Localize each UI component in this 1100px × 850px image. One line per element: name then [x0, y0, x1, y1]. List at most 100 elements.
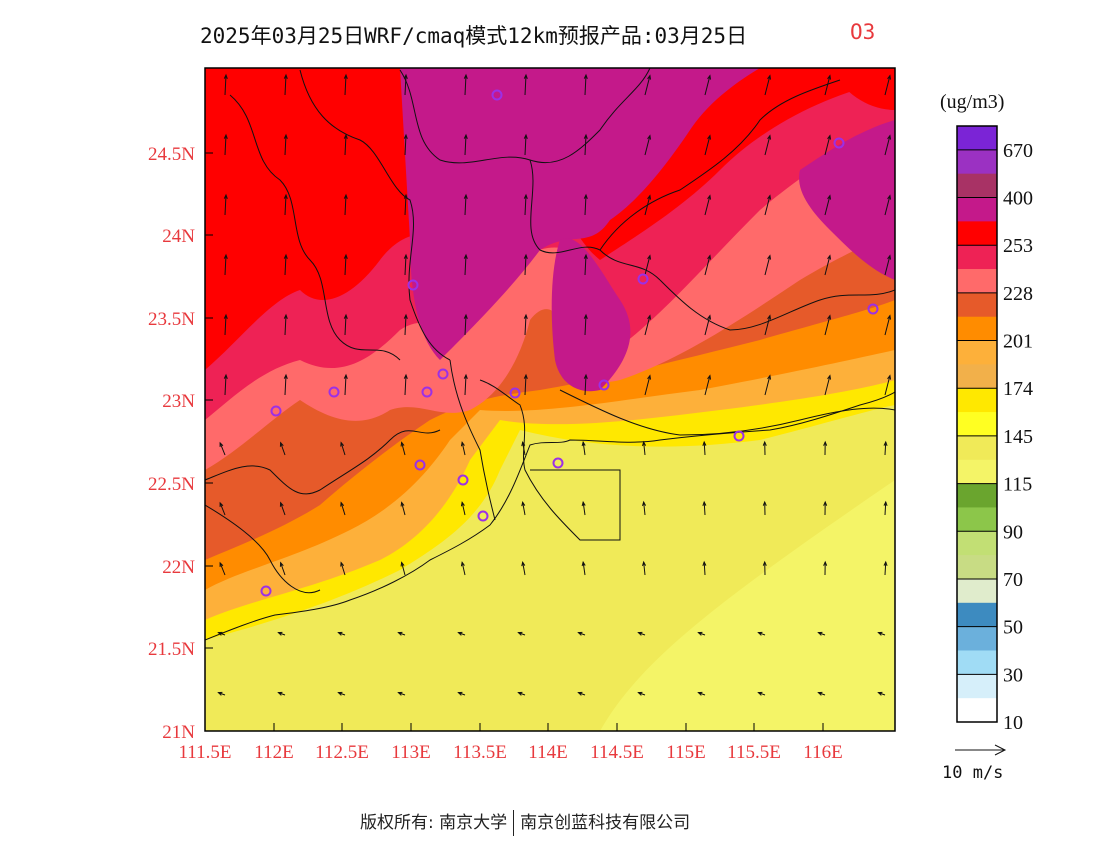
colorbar-label: 115 — [1003, 474, 1032, 496]
wind-arrow — [524, 255, 527, 276]
wind-arrowhead — [219, 501, 224, 507]
wind-arrow — [284, 195, 287, 216]
wind-arrowhead — [403, 73, 408, 79]
wind-arrowhead — [283, 73, 288, 79]
wind-arrowhead — [581, 500, 586, 507]
wind-arrowhead — [583, 313, 588, 319]
lat-label: 21N — [162, 722, 195, 743]
wind-arrowhead — [283, 253, 288, 259]
wind-arrowhead — [583, 253, 588, 259]
lon-label: 113E — [391, 742, 430, 763]
colorbar-label: 50 — [1003, 617, 1023, 639]
wind-arrowhead — [521, 560, 526, 567]
wind-arrowhead — [702, 440, 707, 446]
wind-arrow — [644, 255, 651, 276]
wind-arrow — [764, 75, 771, 96]
colorbar-segment — [957, 149, 997, 175]
wind-arrow — [764, 255, 771, 276]
wind-arrowhead — [647, 314, 652, 320]
wind-arrow — [522, 562, 526, 576]
wind-arrow — [344, 255, 347, 276]
wind-arrowhead — [637, 691, 643, 696]
station-marker — [414, 459, 426, 471]
wind-arrowhead — [827, 194, 832, 200]
lon-label: 115.5E — [727, 742, 781, 763]
wind-arrowhead — [343, 373, 348, 379]
wind-arrowhead — [340, 561, 345, 567]
wind-arrowhead — [283, 313, 288, 319]
lat-label: 24N — [162, 226, 195, 247]
wind-arrowhead — [463, 313, 468, 319]
wind-arrowhead — [583, 73, 588, 79]
wind-arrowhead — [523, 133, 528, 139]
lat-label: 22.5N — [148, 474, 195, 495]
station-marker — [457, 474, 469, 486]
wind-arrowhead — [647, 374, 652, 380]
wind-arrowhead — [887, 134, 892, 140]
colorbar-label: 253 — [1003, 235, 1033, 257]
wind-arrow — [280, 442, 286, 456]
wind-arrowhead — [581, 560, 586, 567]
wind-arrowhead — [523, 73, 528, 79]
wind-arrowhead — [277, 691, 283, 696]
wind-arrow — [284, 75, 287, 96]
wind-arrowhead — [340, 501, 345, 507]
wind-arrow — [461, 502, 466, 516]
wind-arrow — [344, 375, 347, 396]
wind-arrow — [224, 255, 227, 276]
wind-arrow — [344, 315, 347, 336]
wind-arrow — [224, 75, 227, 96]
wind-arrowhead — [517, 691, 523, 696]
lat-label: 22N — [162, 557, 195, 578]
colorbar-label: 145 — [1003, 426, 1033, 448]
wind-arrowhead — [707, 134, 712, 140]
wind-arrow — [704, 315, 711, 336]
lat-label: 23N — [162, 391, 195, 412]
wind-arrowhead — [397, 631, 403, 636]
wind-arrow — [522, 502, 526, 516]
wind-arrowhead — [223, 313, 228, 319]
station-marker — [421, 386, 433, 398]
wind-arrowhead — [460, 561, 465, 567]
wind-arrow — [219, 562, 226, 576]
concentration-field — [205, 68, 895, 731]
wind-arrowhead — [343, 253, 348, 259]
wind-arrow — [644, 315, 651, 336]
wind-arrow — [884, 195, 891, 216]
wind-arrowhead — [279, 561, 284, 567]
wind-arrow — [703, 561, 706, 576]
station-marker — [477, 510, 489, 522]
wind-arrowhead — [767, 134, 772, 140]
wind-arrow — [344, 195, 347, 216]
lon-label: 112E — [254, 742, 293, 763]
wind-arrowhead — [400, 501, 405, 507]
colorbar-segment — [957, 292, 997, 318]
wind-arrowhead — [642, 440, 647, 447]
wind-arrow — [284, 315, 287, 336]
wind-arrow — [340, 502, 346, 516]
wind-arrowhead — [697, 631, 703, 636]
wind-arrowhead — [277, 631, 283, 636]
wind-arrow — [824, 135, 831, 156]
colorbar-segment — [957, 412, 997, 437]
wind-arrow — [404, 195, 407, 216]
wind-arrow — [524, 315, 527, 336]
wind-arrowhead — [217, 691, 223, 696]
wind-arrowhead — [767, 374, 772, 380]
wind-arrow — [344, 75, 347, 96]
wind-arrowhead — [521, 500, 526, 507]
wind-arrowhead — [702, 560, 707, 566]
lon-label: 114.5E — [590, 742, 644, 763]
wind-arrowhead — [767, 194, 772, 200]
wind-arrowhead — [577, 691, 583, 696]
colorbar-segment — [957, 507, 997, 532]
wind-arrow — [643, 502, 646, 516]
copyright-text: 版权所有: 南京大学 — [360, 813, 508, 833]
wind-arrowhead — [827, 134, 832, 140]
wind-arrowhead — [827, 254, 832, 260]
wind-arrowhead — [883, 440, 888, 446]
wind-arrowhead — [523, 373, 528, 379]
wind-arrow — [224, 375, 227, 396]
colorbar-label: 670 — [1003, 140, 1033, 162]
wind-arrowhead — [219, 561, 224, 567]
